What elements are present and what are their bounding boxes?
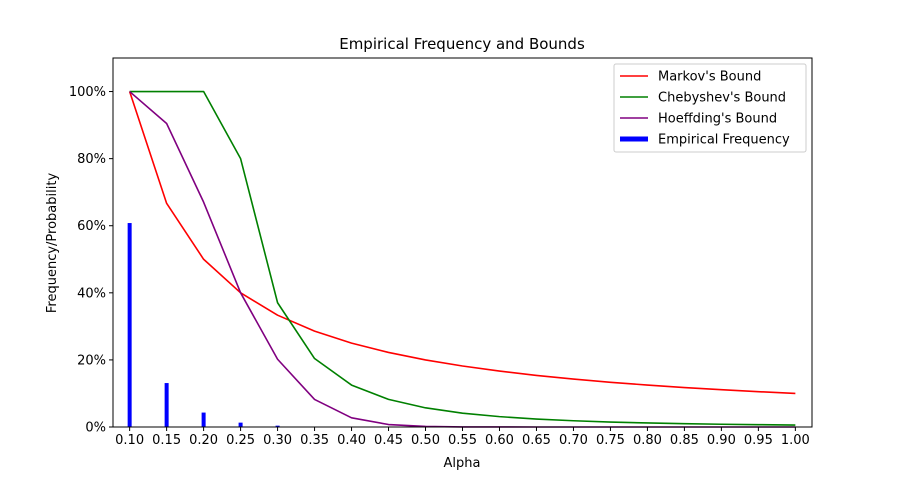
- bar-series: [127, 223, 280, 427]
- chart-title: Empirical Frequency and Bounds: [339, 35, 585, 53]
- x-tick-label: 0.50: [411, 433, 440, 448]
- y-axis-label: Frequency/Probability: [45, 173, 60, 314]
- x-tick-label: 0.10: [115, 433, 144, 448]
- x-tick-label: 0.35: [300, 433, 329, 448]
- x-tick-label: 0.15: [152, 433, 181, 448]
- x-axis-label: Alpha: [444, 456, 481, 471]
- x-tick-label: 0.80: [633, 433, 662, 448]
- x-tick-label: 0.30: [263, 433, 292, 448]
- x-tick-label: 1.00: [781, 433, 810, 448]
- y-tick-label: 0%: [85, 421, 106, 436]
- legend-items: Markov's Bound Chebyshev's Bound Hoeffding…: [620, 70, 790, 148]
- legend-label-hoeffding-s-bound: Hoeffding's Bound: [658, 112, 777, 127]
- bar-empirical-frequency-4: [275, 425, 280, 427]
- y-tick-label: 40%: [77, 286, 106, 301]
- y-tick-label: 20%: [77, 353, 106, 368]
- x-tick-label: 0.70: [559, 433, 588, 448]
- bar-empirical-frequency-0: [127, 223, 132, 427]
- x-tick-label: 0.25: [226, 433, 255, 448]
- y-tick-label: 80%: [77, 152, 106, 167]
- y-axis-ticks: 0% 20% 40% 60% 80% 100%: [69, 85, 113, 436]
- legend-box: [613, 63, 807, 153]
- x-tick-label: 0.65: [522, 433, 551, 448]
- x-tick-label: 0.95: [744, 433, 773, 448]
- bar-empirical-frequency-2: [201, 412, 206, 427]
- x-tick-label: 0.45: [374, 433, 403, 448]
- legend-label-chebyshev-s-bound: Chebyshev's Bound: [658, 91, 786, 106]
- x-tick-label: 0.85: [670, 433, 699, 448]
- x-tick-label: 0.40: [337, 433, 366, 448]
- x-tick-label: 0.90: [707, 433, 736, 448]
- legend-label-markov-s-bound: Markov's Bound: [658, 70, 761, 85]
- bar-empirical-frequency-3: [238, 422, 243, 427]
- legend: Markov's Bound Chebyshev's Bound Hoeffding…: [613, 63, 807, 153]
- line-chebyshev-s-bound: [129, 90, 796, 426]
- y-tick-label: 100%: [69, 85, 106, 100]
- x-tick-label: 0.20: [189, 433, 218, 448]
- bar-empirical-frequency-1: [164, 383, 169, 427]
- x-tick-label: 0.55: [448, 433, 477, 448]
- legend-label-empirical-frequency: Empirical Frequency: [658, 133, 790, 148]
- x-tick-label: 0.60: [485, 433, 514, 448]
- y-tick-label: 60%: [77, 219, 106, 234]
- x-axis-ticks: 0.10 0.15 0.20 0.25 0.30 0.35 0.40 0.45 0.50 0.55…: [115, 427, 810, 448]
- x-tick-label: 0.75: [596, 433, 625, 448]
